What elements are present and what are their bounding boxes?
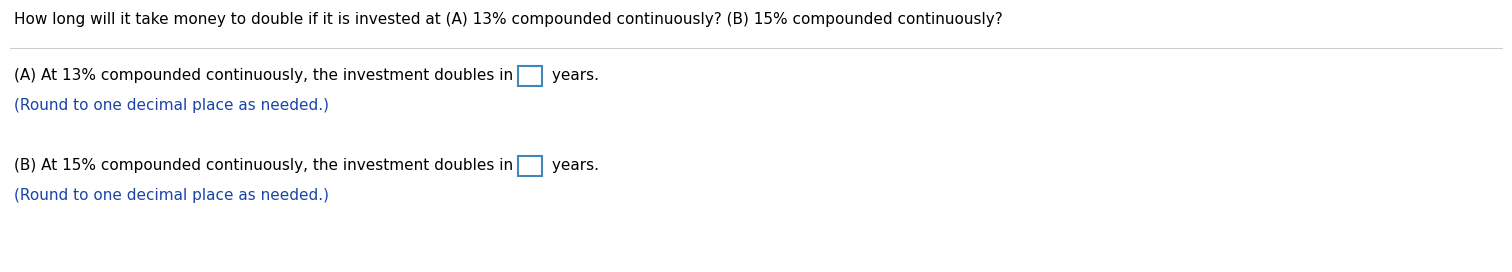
- Text: (A) At 13% compounded continuously, the investment doubles in: (A) At 13% compounded continuously, the …: [14, 68, 513, 83]
- Text: years.: years.: [547, 68, 599, 83]
- Text: (Round to one decimal place as needed.): (Round to one decimal place as needed.): [14, 98, 330, 113]
- Text: (B) At 15% compounded continuously, the investment doubles in: (B) At 15% compounded continuously, the …: [14, 158, 513, 173]
- Text: How long will it take money to double if it is invested at (A) 13% compounded co: How long will it take money to double if…: [14, 12, 1002, 27]
- Text: (Round to one decimal place as needed.): (Round to one decimal place as needed.): [14, 188, 330, 203]
- Text: years.: years.: [547, 158, 599, 173]
